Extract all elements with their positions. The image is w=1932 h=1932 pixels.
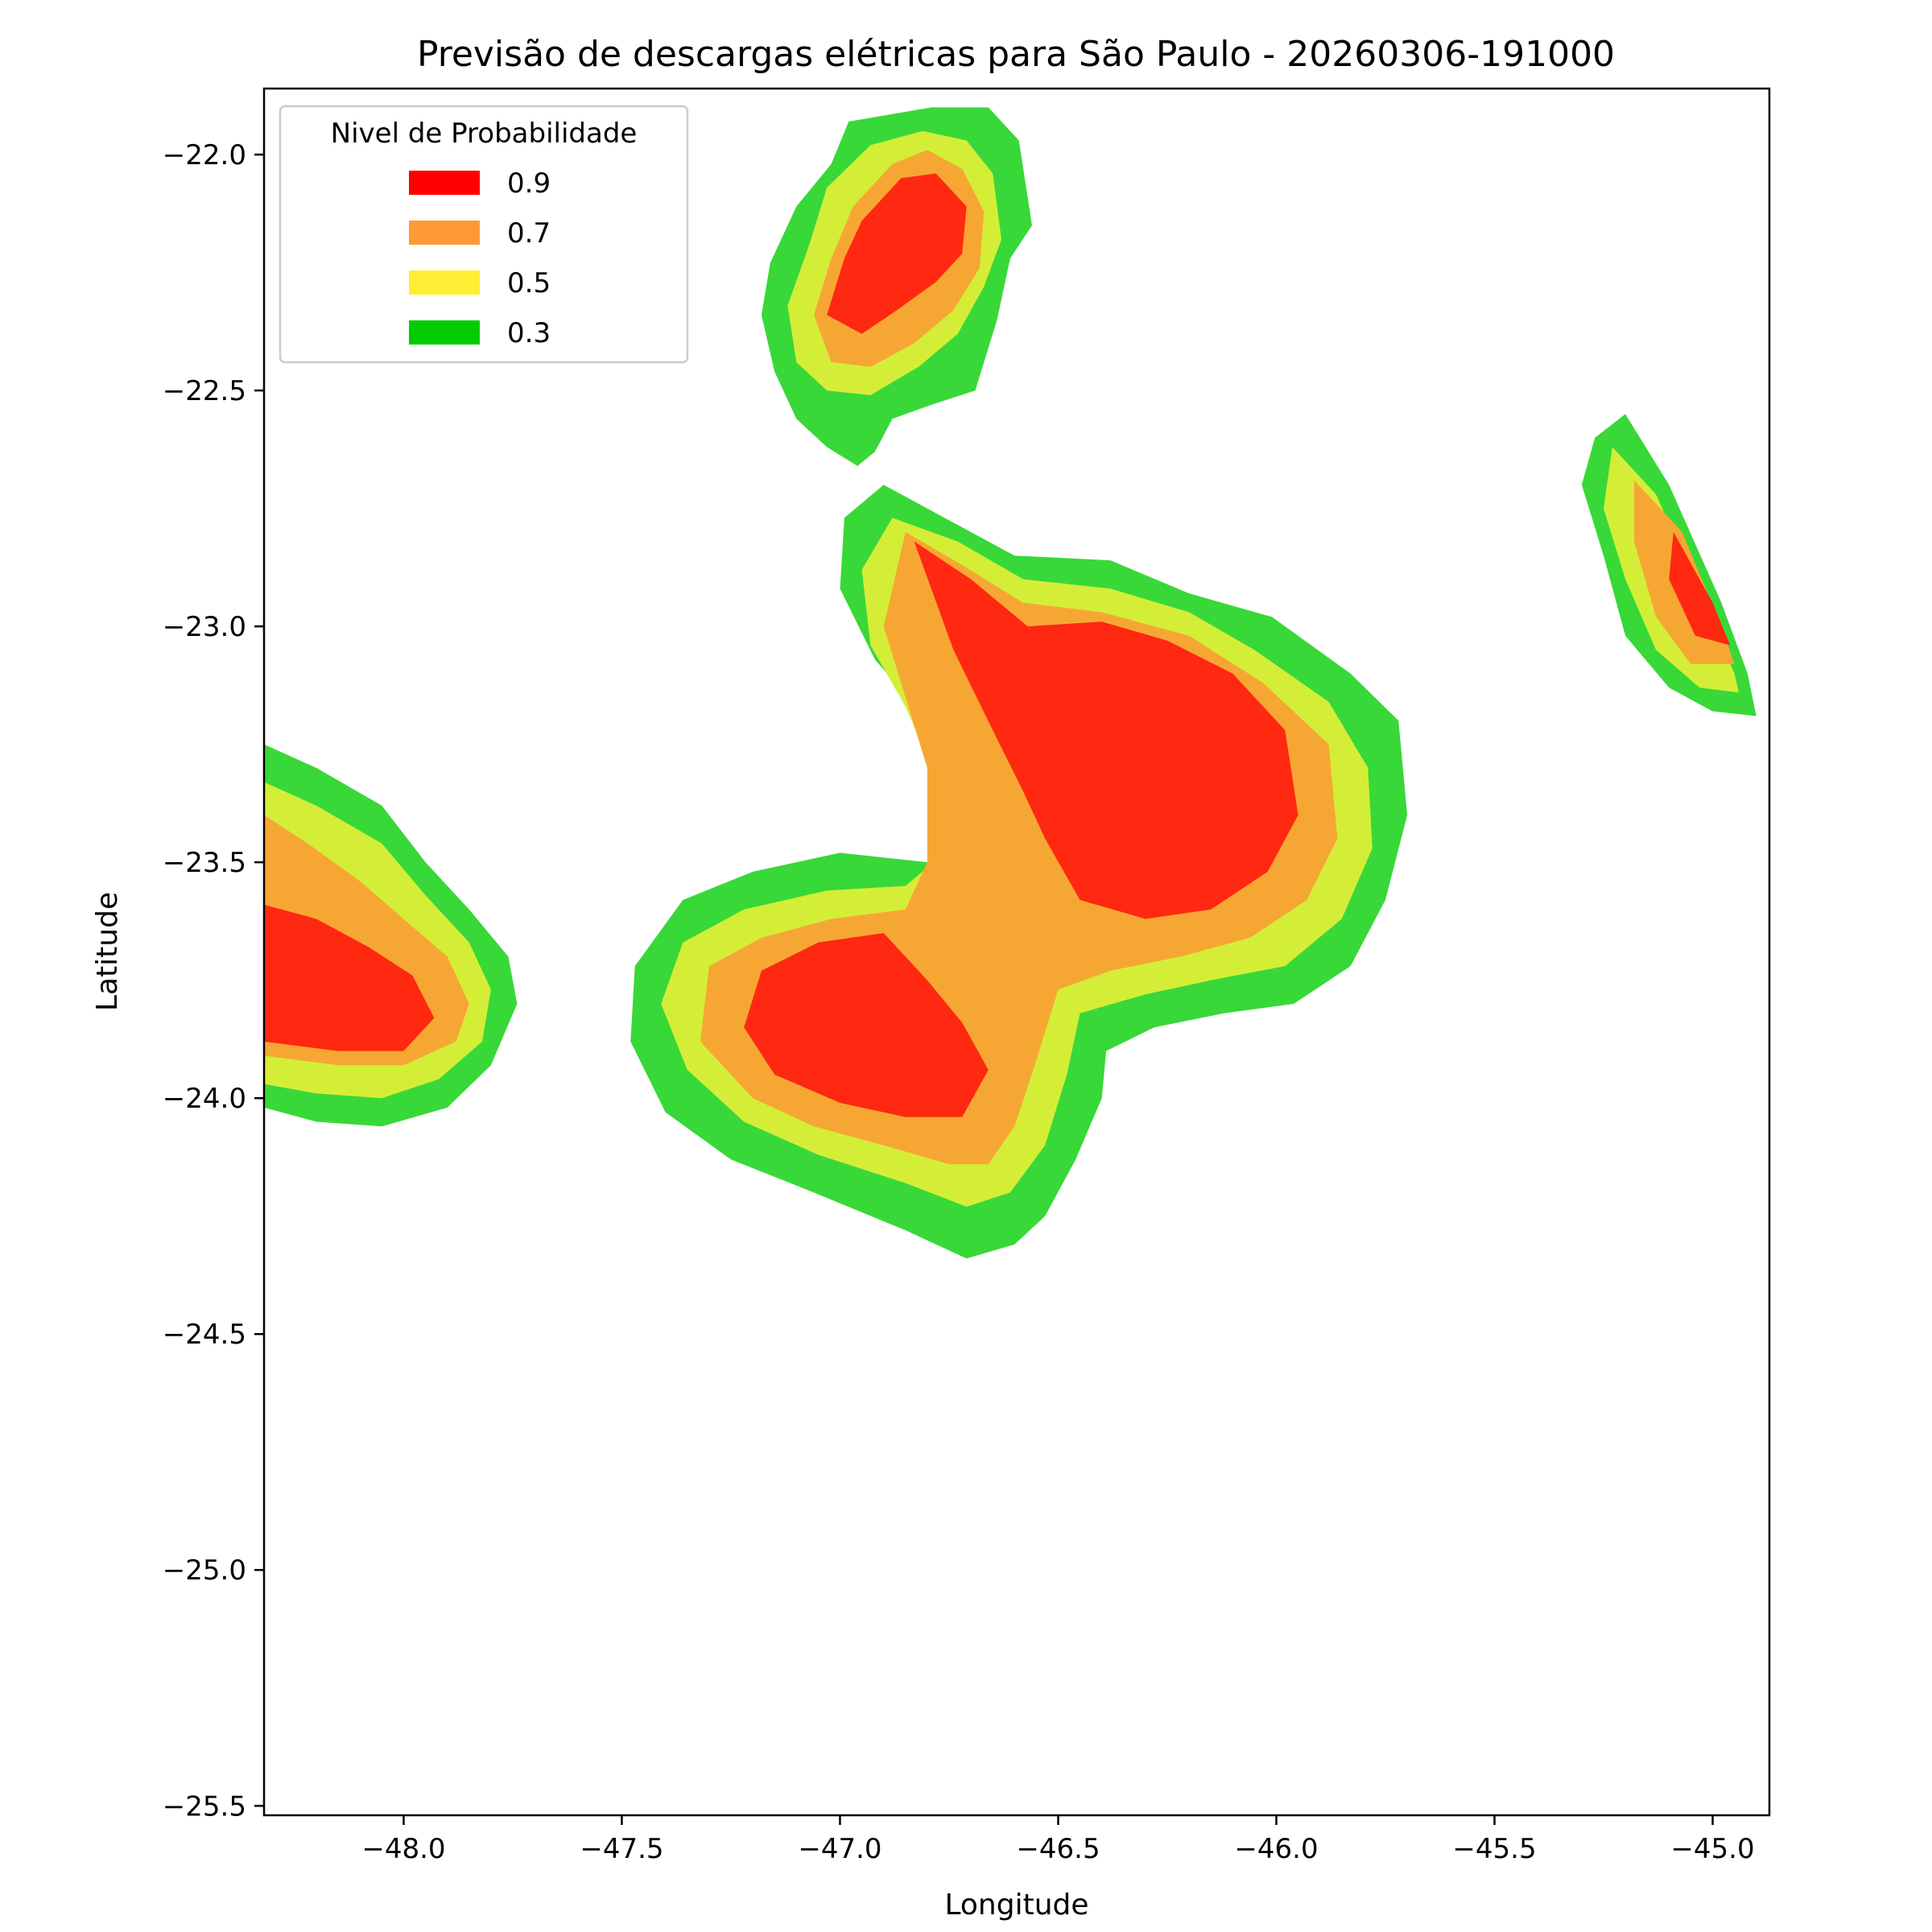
x-tick-label: −46.5 — [1016, 1833, 1100, 1865]
y-tick-label: −25.0 — [163, 1554, 246, 1587]
x-axis-label: Longitude — [944, 1889, 1088, 1922]
y-tick-label: −23.0 — [163, 611, 246, 643]
legend-swatch-03 — [409, 320, 480, 345]
y-tick-label: −24.5 — [163, 1319, 246, 1351]
x-tick-label: −47.5 — [580, 1833, 663, 1865]
legend-label: 0.3 — [507, 317, 551, 349]
y-tick-label: −25.5 — [163, 1790, 246, 1823]
plot-frame — [262, 87, 1771, 1817]
central-cell-level-09-3 — [914, 541, 1298, 919]
legend-swatch-05 — [409, 270, 480, 295]
y-tick-label: −24.0 — [163, 1083, 246, 1115]
legend-swatch-07 — [409, 221, 480, 245]
y-tick-label: −22.0 — [163, 139, 246, 171]
legend-label: 0.7 — [507, 217, 551, 250]
x-tick-label: −48.0 — [361, 1833, 445, 1865]
x-tick-label: −45.0 — [1670, 1833, 1754, 1865]
legend-label: 0.5 — [507, 267, 551, 299]
chart-title: Previsão de descargas elétricas para São… — [417, 34, 1615, 75]
legend-label: 0.9 — [507, 167, 551, 200]
north-cell-level-09-3 — [827, 173, 967, 334]
legend-box — [279, 105, 689, 364]
x-axis: −48.0 −47.5 −47.0 −46.5 −46.0 −45.5 −45.0 — [361, 1815, 1755, 1865]
x-tick-label: −46.0 — [1234, 1833, 1318, 1865]
y-tick-label: −22.5 — [163, 375, 246, 407]
y-tick-label: −23.5 — [163, 847, 246, 879]
central-cell-level-09-4 — [744, 933, 989, 1117]
contour-fills — [264, 107, 1757, 1259]
legend-title: Nivel de Probabilidade — [331, 118, 638, 150]
legend-swatch-09 — [409, 171, 480, 195]
y-axis-label: Latitude — [91, 892, 124, 1011]
legend: Nivel de Probabilidade 0.9 0.7 0.5 0.3 — [279, 105, 689, 364]
y-axis: −22.0 −22.5 −23.0 −23.5 −24.0 −24.5 −25.0 −25.5 — [163, 139, 264, 1823]
x-tick-label: −47.0 — [798, 1833, 881, 1865]
east-cell-level-09-3 — [1669, 531, 1731, 646]
west-cell-level-09-3 — [264, 904, 435, 1051]
x-tick-label: −45.5 — [1452, 1833, 1536, 1865]
